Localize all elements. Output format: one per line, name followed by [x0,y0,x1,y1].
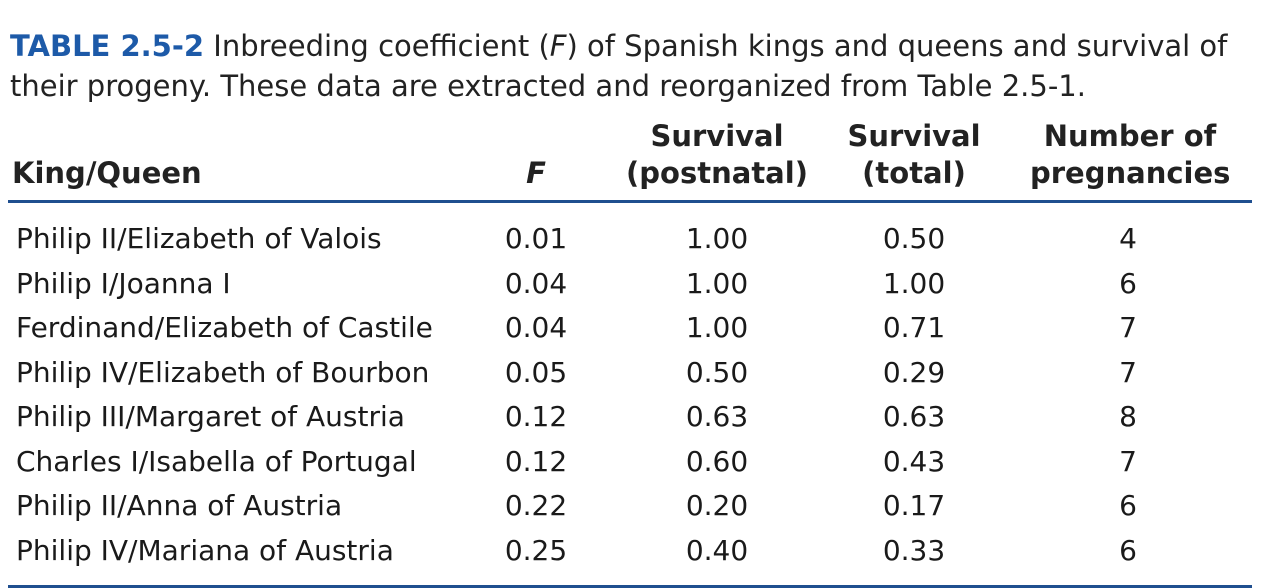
cell-king-queen: Philip I/Joanna I [16,266,231,300]
cell-f: 0.01 [504,222,568,255]
caption-text-before: Inbreeding coefficient ( [204,29,550,63]
cell-f: 0.25 [504,533,568,567]
table-row: Ferdinand/Elizabeth of Castile 0.04 1.00… [8,306,1252,351]
cell-survival-total: 0.17 [882,489,946,522]
cell-king-queen: Ferdinand/Elizabeth of Castile [16,311,433,344]
table-caption: TABLE 2.5-2 Inbreeding coefficient (F) o… [10,26,1260,106]
table-body: Philip II/Elizabeth of Valois 0.01 1.00 … [8,217,1252,588]
cell-king-queen: Philip II/Elizabeth of Valois [16,222,382,255]
cell-survival-postnatal: 0.60 [685,444,749,478]
cell-f: 0.04 [504,266,568,300]
cell-pregnancies: 6 [1119,533,1137,567]
cell-survival-postnatal: 1.00 [685,266,749,300]
cell-pregnancies: 6 [1119,266,1137,300]
cell-pregnancies: 7 [1119,355,1137,389]
header-survival-postnatal: Survival (postnatal) [626,119,808,190]
table-row: Philip IV/Elizabeth of Bourbon 0.05 0.50… [8,351,1252,396]
cell-f: 0.12 [504,444,568,478]
header-number-of-pregnancies: Number of pregnancies [1030,119,1231,190]
cell-f: 0.05 [504,355,568,389]
cell-survival-total: 0.33 [882,533,946,567]
table-label: TABLE 2.5-2 [10,29,205,63]
cell-survival-postnatal: 0.50 [685,355,749,389]
header-survival-total: Survival (total) [847,119,981,190]
header-f: F [526,156,546,190]
table-row: Philip I/Joanna I 0.04 1.00 1.00 6 [8,262,1252,307]
caption-symbol: F [549,29,567,63]
cell-survival-total: 0.71 [882,311,946,344]
cell-king-queen: Philip IV/Elizabeth of Bourbon [16,355,430,389]
cell-king-queen: Philip IV/Mariana of Austria [16,533,394,567]
cell-survival-postnatal: 1.00 [685,222,749,255]
table-header: King/Queen F Survival (postnatal) Surviv… [8,112,1252,203]
cell-pregnancies: 6 [1119,489,1137,522]
cell-survival-postnatal: 0.40 [685,533,749,567]
cell-pregnancies: 8 [1119,400,1137,433]
cell-survival-total: 0.63 [882,400,946,433]
table-row: Philip IV/Mariana of Austria 0.25 0.40 0… [8,529,1252,574]
cell-king-queen: Charles I/Isabella of Portugal [16,444,417,478]
cell-pregnancies: 7 [1119,444,1137,478]
cell-f: 0.12 [504,400,568,433]
cell-king-queen: Philip III/Margaret of Austria [16,400,405,433]
cell-survival-total: 0.50 [882,222,946,255]
cell-king-queen: Philip II/Anna of Austria [16,489,343,522]
cell-survival-postnatal: 0.20 [685,489,749,522]
table-row: Philip III/Margaret of Austria 0.12 0.63… [8,395,1252,440]
cell-survival-total: 0.43 [882,444,946,478]
cell-survival-total: 0.29 [882,355,946,389]
data-table: King/Queen F Survival (postnatal) Surviv… [8,112,1252,588]
cell-f: 0.04 [504,311,568,344]
table-row: Philip II/Elizabeth of Valois 0.01 1.00 … [8,217,1252,262]
caption-text-after: ) of Spanish kings and queens and surviv… [10,29,1228,103]
header-king-queen: King/Queen [12,156,202,190]
table-row: Philip II/Anna of Austria 0.22 0.20 0.17… [8,484,1252,529]
cell-pregnancies: 4 [1119,222,1137,255]
cell-survival-postnatal: 1.00 [685,311,749,344]
cell-survival-postnatal: 0.63 [685,400,749,433]
cell-f: 0.22 [504,489,568,522]
cell-pregnancies: 7 [1119,311,1137,344]
cell-survival-total: 1.00 [882,266,946,300]
table-row: Charles I/Isabella of Portugal 0.12 0.60… [8,440,1252,485]
